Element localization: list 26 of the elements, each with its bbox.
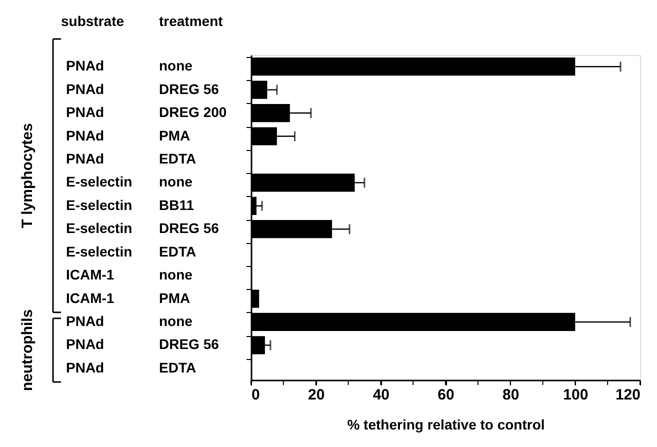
x-tick-label: 0 [252,386,260,404]
text: neutrophils [19,309,36,392]
category-label: PNAd none [66,312,192,329]
text: substrate [61,13,124,29]
x-tick-label: 100 [563,386,588,404]
category-label: PNAd DREG 56 [66,336,219,352]
category-label: PNAd PMA [66,127,190,144]
text: T lymphocytes [19,123,36,228]
x-tick-label: 80 [502,386,520,404]
category-label: E-selectin BB11 [66,196,194,213]
category-label: E-selectin DREG 56 [66,220,219,236]
x-tick-label: 60 [438,386,454,404]
x-tick-label: 120 [615,386,640,404]
x-tick-label: 20 [308,386,325,404]
x-tick-label: 40 [372,386,390,404]
category-label: ICAM-1 none [66,266,192,283]
category-label: E-selectin EDTA [66,243,196,260]
category-label: PNAd none [66,58,192,74]
category-label: PNAd DREG 56 [66,80,219,97]
category-label: ICAM-1 PMA [66,290,190,306]
category-label: E-selectin none [66,174,192,190]
category-label: PNAd EDTA [66,359,196,376]
x-axis-title: % tethering relative to control [347,416,545,432]
category-label: PNAd EDTA [66,150,196,166]
text: treatment [159,13,224,29]
category-label: PNAd DREG 200 [66,104,227,120]
